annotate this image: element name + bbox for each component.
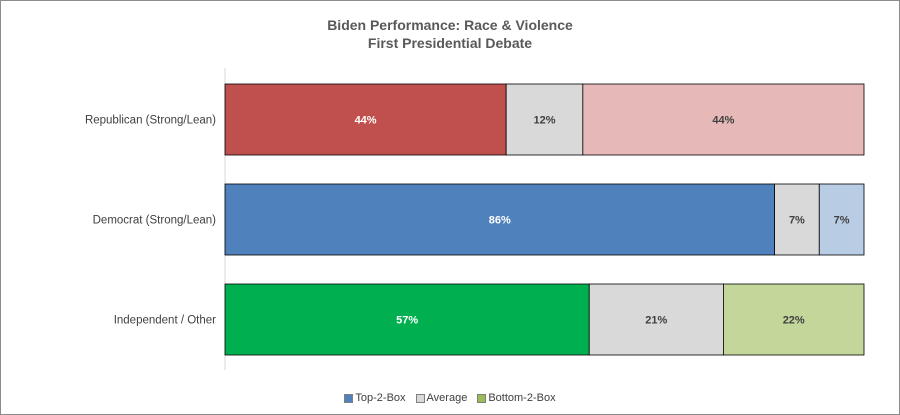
data-label-republican-strong-lean-average: 12%: [533, 115, 555, 127]
bar-republican-strong-lean-average: [505, 83, 584, 156]
data-label-independent-other-average: 21%: [645, 315, 667, 327]
data-label-democrat-strong-lean-average: 7%: [789, 215, 805, 227]
legend-label-bottom-2-box: Bottom-2-Box: [488, 392, 556, 404]
bar-independent-other-top-2-box: [224, 283, 590, 356]
bar-democrat-strong-lean-top-2-box: [224, 183, 775, 256]
bar-independent-other-average: [588, 283, 724, 356]
legend-item-bottom-2-box: Bottom-2-Box: [477, 392, 556, 404]
bar-democrat-strong-lean-average: [774, 183, 820, 256]
data-label-republican-strong-lean-top-2-box: 44%: [355, 115, 377, 127]
bar-democrat-strong-lean-bottom-2-box: [818, 183, 865, 256]
bar-republican-strong-lean-top-2-box: [224, 83, 507, 156]
data-label-independent-other-bottom-2-box: 22%: [783, 315, 805, 327]
legend: Top-2-Box Average Bottom-2-Box: [0, 392, 900, 404]
bar-independent-other-bottom-2-box: [723, 283, 865, 356]
chart-subtitle: First Presidential Debate: [367, 35, 533, 51]
data-label-republican-strong-lean-bottom-2-box: 44%: [712, 115, 734, 127]
legend-label-top-2-box: Top-2-Box: [355, 392, 406, 404]
legend-swatch-top-2-box: [344, 393, 354, 403]
legend-item-average: Average: [415, 392, 468, 404]
legend-label-average: Average: [426, 392, 468, 404]
data-label-democrat-strong-lean-top-2-box: 86%: [489, 215, 511, 227]
chart-title: Biden Performance: Race & Violence: [327, 17, 573, 33]
bar-republican-strong-lean-bottom-2-box: [582, 83, 865, 156]
legend-swatch-bottom-2-box: [477, 393, 487, 403]
legend-swatch-average: [415, 393, 425, 403]
data-label-independent-other-top-2-box: 57%: [396, 315, 418, 327]
data-label-democrat-strong-lean-bottom-2-box: 7%: [834, 215, 850, 227]
category-label-democrat-strong-lean: Democrat (Strong/Lean): [93, 215, 217, 227]
category-label-independent-other: Independent / Other: [114, 315, 216, 327]
category-label-republican-strong-lean: Republican (Strong/Lean): [85, 115, 216, 127]
legend-item-top-2-box: Top-2-Box: [344, 392, 406, 404]
